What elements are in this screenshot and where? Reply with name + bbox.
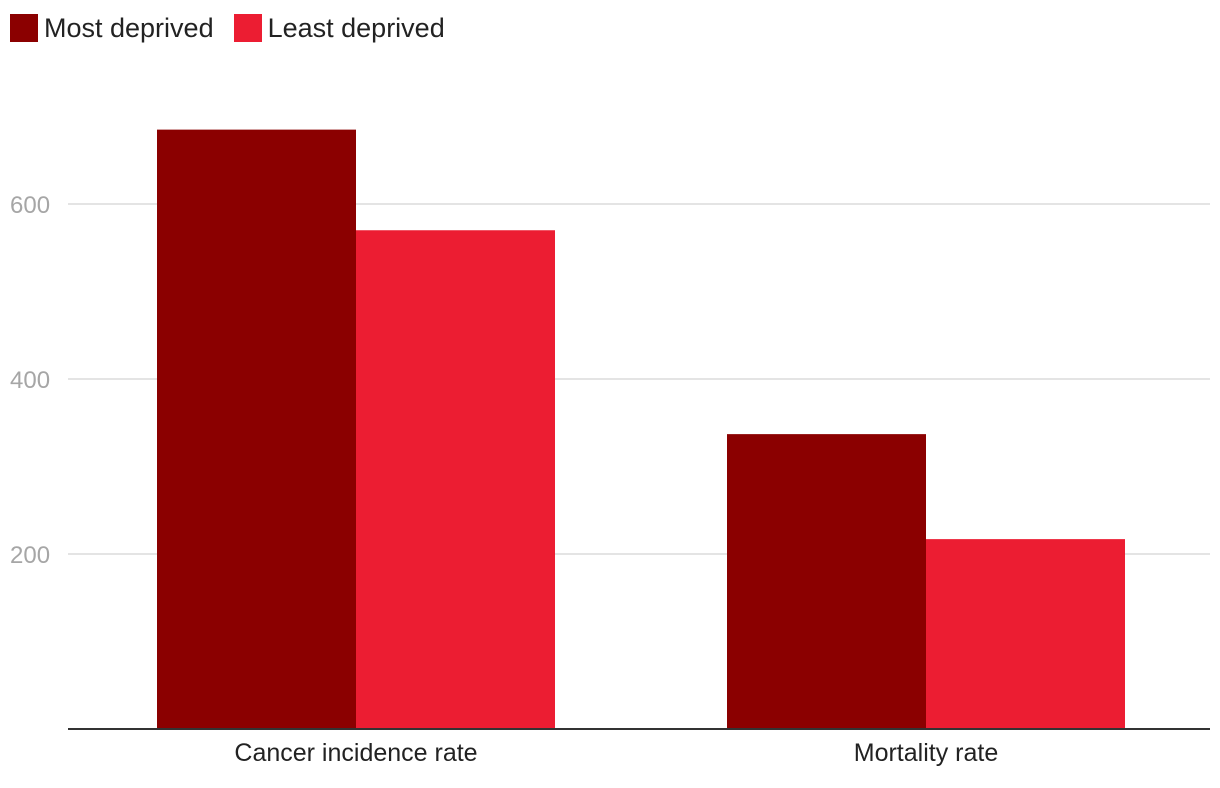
bar-least-deprived-mortality-rate bbox=[926, 539, 1125, 729]
bar-most-deprived-mortality-rate bbox=[727, 434, 926, 729]
y-tick-label-400: 400 bbox=[10, 367, 50, 394]
x-category-label-0: Cancer incidence rate bbox=[234, 739, 477, 767]
legend-swatch-least-deprived bbox=[233, 14, 262, 42]
legend: Most deprived Least deprived bbox=[10, 8, 445, 48]
legend-label-most-deprived: Most deprived bbox=[44, 12, 214, 43]
bar-most-deprived-cancer-incidence-rate bbox=[157, 129, 356, 729]
legend-label-least-deprived: Least deprived bbox=[267, 12, 445, 43]
legend-item-most-deprived: Most deprived bbox=[10, 13, 214, 44]
legend-swatch-most-deprived bbox=[10, 14, 38, 42]
y-tick-label-200: 200 bbox=[10, 542, 50, 569]
x-category-label-1: Mortality rate bbox=[854, 739, 998, 767]
bar-least-deprived-cancer-incidence-rate bbox=[356, 230, 555, 729]
legend-item-least-deprived: Least deprived bbox=[233, 12, 445, 44]
y-tick-label-600: 600 bbox=[10, 192, 50, 219]
